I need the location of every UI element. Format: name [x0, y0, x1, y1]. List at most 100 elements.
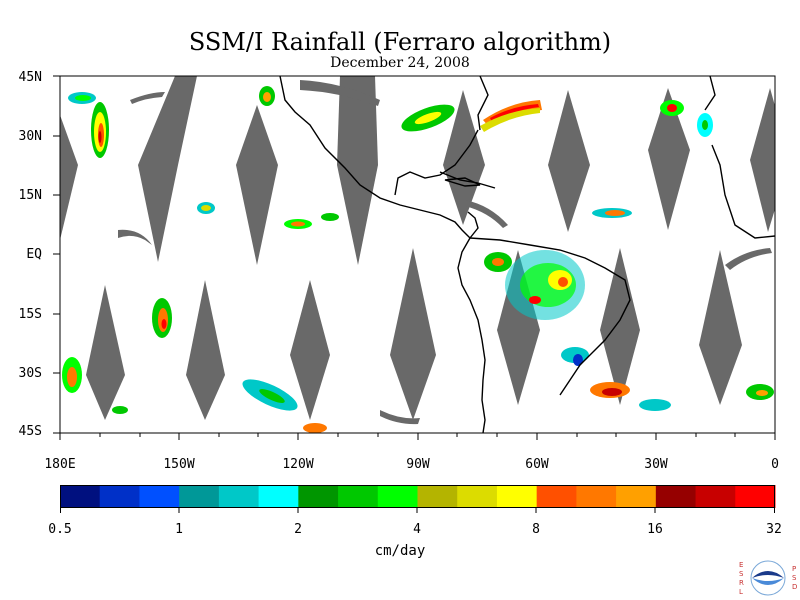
colorbar-tick-label: 1 — [175, 522, 183, 537]
esrl-letters: E S R L — [739, 561, 744, 596]
rain-cluster — [590, 382, 630, 398]
swath-gaps — [60, 76, 775, 425]
us-east-coast — [394, 129, 479, 196]
colorbar-swatch — [179, 485, 220, 508]
rainfall-patches — [62, 86, 774, 433]
lon-label: 90W — [406, 457, 430, 472]
lat-label: 30S — [18, 366, 42, 381]
colorbar-swatch — [536, 485, 577, 508]
africa-coast — [711, 144, 775, 239]
noaa-logo-icon: E S R L P S D NOAA — [739, 560, 797, 596]
swath-gap — [138, 76, 197, 262]
lon-label: 120W — [282, 457, 314, 472]
rain-cluster — [91, 102, 109, 158]
swath-gap — [86, 285, 125, 420]
lon-label: 0 — [771, 457, 779, 472]
colorbar-swatch — [338, 485, 379, 508]
swath-gap — [465, 200, 508, 228]
south-america-east-coast — [469, 237, 631, 396]
north-atlantic-coast — [477, 76, 489, 131]
rain-band — [480, 108, 540, 132]
logo-letter: D — [792, 583, 797, 591]
swath-gap — [60, 115, 78, 240]
rain-cluster — [697, 113, 713, 137]
cuba-island — [444, 177, 481, 187]
noaa-text: NOAA — [761, 576, 776, 582]
rainfall-map — [53, 75, 776, 440]
colorbar-swatch — [496, 485, 538, 508]
colorbar-tick-label: 2 — [294, 522, 302, 537]
logo-letter: S — [792, 574, 797, 582]
colorbar-swatch — [457, 485, 498, 508]
rain-cluster — [660, 100, 684, 116]
logo-letter: S — [739, 570, 744, 578]
colorbar — [60, 485, 776, 513]
lon-label: 30W — [644, 457, 668, 472]
colorbar-tick-label: 4 — [413, 522, 421, 537]
rain-band — [490, 104, 539, 122]
swath-gap — [600, 248, 640, 405]
rain-cluster — [152, 298, 172, 338]
coastlines — [279, 76, 775, 433]
map-title: SSM/I Rainfall (Ferraro algorithm) — [188, 28, 612, 56]
swath-gap — [497, 250, 540, 405]
lon-label: 150W — [163, 457, 195, 472]
colorbar-units: cm/day — [374, 543, 426, 559]
noaa-emblem — [750, 560, 786, 596]
rain-cluster — [746, 384, 774, 400]
colorbar-swatch — [417, 485, 458, 508]
colorbar-swatch — [655, 485, 697, 508]
colorbar-swatch — [99, 485, 140, 508]
rain-cluster — [401, 104, 455, 132]
colorbar-swatch — [576, 485, 617, 508]
rain-cluster — [197, 202, 215, 214]
lat-label: 30N — [18, 129, 42, 144]
swath-gap — [186, 280, 225, 420]
colorbar-swatch — [218, 485, 260, 508]
colorbar-swatch — [616, 485, 657, 508]
swath-gap — [236, 105, 278, 265]
swath-gap — [699, 250, 742, 405]
south-america-coast — [457, 237, 486, 433]
colorbar-swatch — [258, 485, 299, 508]
rain-cluster — [303, 423, 327, 433]
rain-cluster — [62, 357, 82, 393]
colorbar-swatch — [695, 485, 736, 508]
logo-letter: P — [792, 565, 796, 573]
rain-cluster — [112, 406, 128, 414]
swath-gap — [300, 80, 380, 106]
lat-label: 45S — [18, 424, 42, 439]
lat-label: 45N — [18, 70, 42, 85]
colorbar-swatch — [60, 485, 101, 508]
colorbar-swatch — [139, 485, 180, 508]
swath-gap — [118, 229, 152, 245]
map-date: December 24, 2008 — [330, 55, 470, 71]
rain-cluster — [592, 208, 632, 218]
colorbar-tick-label: 8 — [532, 522, 540, 537]
rain-cluster — [284, 219, 312, 229]
rain-cluster — [259, 86, 275, 106]
swath-gap — [337, 76, 378, 265]
colorbar-swatch — [735, 485, 776, 508]
north-america-coast — [279, 76, 471, 239]
colorbar-swatches — [60, 485, 776, 508]
rain-cluster — [242, 379, 298, 411]
swath-gap — [443, 90, 485, 225]
lat-label: 15N — [18, 188, 42, 203]
noaa-bird — [752, 571, 784, 578]
swath-gap — [130, 92, 165, 104]
logo-letter: R — [739, 579, 744, 587]
caribbean-islands — [439, 171, 496, 189]
lat-label: 15S — [18, 307, 42, 322]
psd-letters: P S D — [792, 565, 797, 591]
colorbar-tick-label: 16 — [647, 522, 663, 537]
rain-cluster — [561, 347, 589, 366]
swath-gap — [750, 88, 775, 232]
swath-gap — [548, 90, 590, 232]
colorbar-swatch — [377, 485, 418, 508]
rain-cluster — [484, 252, 512, 272]
lat-label: EQ — [26, 247, 42, 262]
swath-gap — [390, 248, 436, 420]
swath-gap — [380, 410, 420, 425]
lon-label: 180E — [44, 457, 76, 472]
